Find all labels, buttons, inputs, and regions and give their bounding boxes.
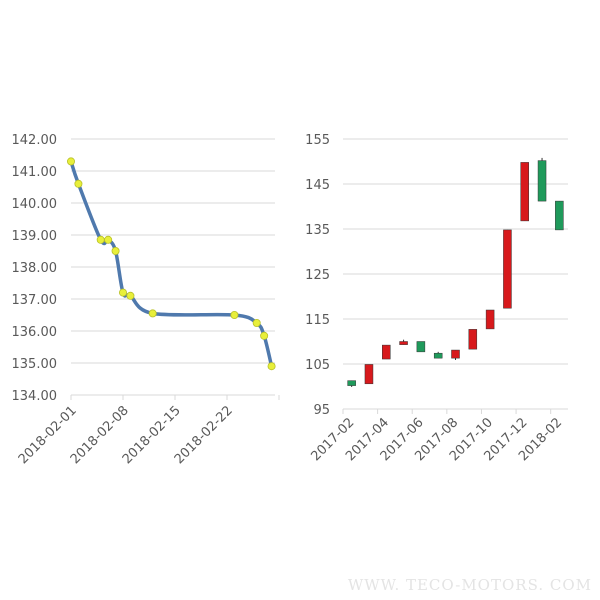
y-tick-label: 145 <box>305 178 330 193</box>
candle-body <box>433 352 443 359</box>
y-tick-label: 105 <box>305 358 330 373</box>
candle-body <box>503 229 512 309</box>
y-tick-label: 137.00 <box>12 293 58 308</box>
y-tick-label: 125 <box>305 268 330 283</box>
series-line <box>69 159 274 368</box>
candle-body <box>416 341 426 353</box>
candle-body <box>468 329 478 350</box>
data-point <box>96 235 105 244</box>
data-point <box>67 157 76 166</box>
data-point <box>260 331 269 340</box>
data-point <box>74 179 83 188</box>
y-tick-label: 141.00 <box>12 165 58 180</box>
y-tick-label: 134.00 <box>12 389 58 404</box>
data-point <box>111 246 120 255</box>
data-point <box>126 291 135 300</box>
data-point <box>267 362 276 371</box>
y-tick-label: 138.00 <box>12 261 58 276</box>
candle-body <box>485 309 495 330</box>
y-tick-label: 135 <box>305 223 330 238</box>
y-tick-label: 155 <box>305 133 330 148</box>
y-tick-label: 140.00 <box>12 197 58 212</box>
y-tick-label: 136.00 <box>12 325 58 340</box>
candle-body <box>399 341 408 345</box>
y-tick-label: 142.00 <box>12 133 58 148</box>
y-tick-label: 139.00 <box>12 229 58 244</box>
candle-body <box>451 349 460 359</box>
candle-body <box>555 200 564 231</box>
data-point <box>230 310 239 319</box>
data-point <box>104 235 113 244</box>
watermark: WWW. TECO-MOTORS. COM <box>347 576 592 594</box>
data-point <box>252 318 261 327</box>
y-tick-label: 115 <box>305 313 330 328</box>
y-tick-label: 135.00 <box>12 357 58 372</box>
candlestick-chart: 951051151251351451552017-022017-042017-0… <box>305 133 568 464</box>
y-tick-label: 95 <box>313 403 330 418</box>
candle-body <box>347 380 356 386</box>
line-chart: 134.00 135.00 136.00 137.00 138.00 139.00 140.… <box>12 133 280 467</box>
data-point <box>148 309 157 318</box>
candle-body <box>537 160 547 202</box>
candle-body <box>382 344 391 360</box>
candle-body <box>364 364 374 385</box>
data-point <box>119 288 128 297</box>
candle-body <box>520 162 529 222</box>
